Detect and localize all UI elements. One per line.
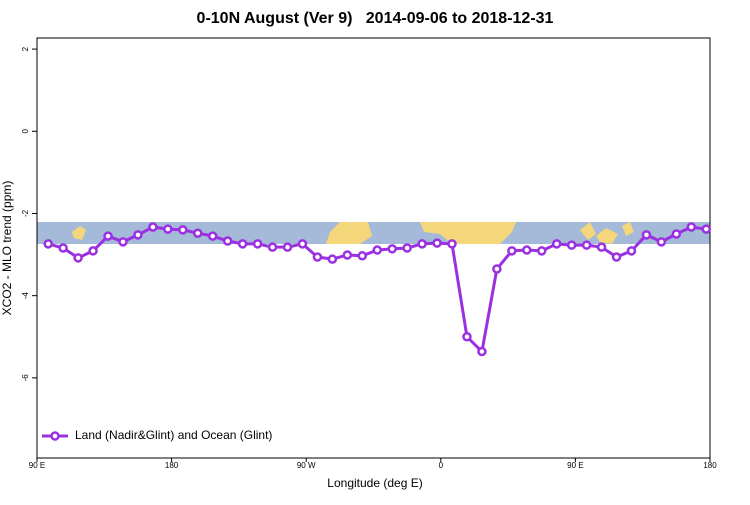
data-point [477, 346, 487, 357]
data-point [88, 246, 98, 256]
data-point [267, 242, 278, 252]
data-point [522, 245, 532, 255]
data-point [297, 239, 308, 249]
data-point [252, 239, 263, 249]
data-point [507, 246, 517, 256]
data-point [207, 231, 218, 241]
data-point [551, 239, 562, 249]
legend-label: Land (Nadir&Glint) and Ocean (Glint) [75, 428, 272, 442]
y-tick-label: -2 [21, 209, 30, 217]
data-point [492, 264, 502, 274]
x-tick-label: 90 E [29, 461, 45, 470]
legend-marker [50, 431, 60, 441]
data-point [686, 222, 697, 232]
data-point [178, 225, 188, 235]
x-tick-label: 180 [703, 461, 717, 470]
data-point [103, 231, 113, 241]
data-point [193, 228, 203, 238]
data-point [462, 332, 472, 342]
data-point [133, 230, 143, 240]
data-point [237, 239, 248, 249]
data-point [596, 242, 607, 252]
data-point [581, 240, 592, 250]
data-point [402, 243, 412, 253]
y-tick-label: -4 [21, 292, 30, 300]
y-tick-label: 2 [21, 46, 30, 51]
data-point [417, 239, 427, 249]
data-point [537, 246, 547, 256]
data-point [641, 230, 652, 240]
y-tick-label: 0 [21, 129, 30, 134]
data-point [73, 253, 83, 263]
data-point [282, 242, 293, 252]
data-point [43, 239, 53, 249]
data-point [566, 240, 577, 250]
data-point [447, 239, 457, 249]
y-axis-label: XCO2 - MLO trend (ppm) [0, 181, 14, 316]
data-point [163, 224, 173, 234]
x-tick-label: 90 E [567, 461, 583, 470]
map-band [37, 222, 710, 244]
x-tick-label: 90 W [297, 461, 316, 470]
data-point [327, 254, 338, 264]
data-point [342, 250, 353, 260]
y-tick-label: -6 [21, 374, 30, 382]
data-point [671, 229, 682, 239]
data-point [701, 224, 712, 234]
data-point [222, 236, 233, 246]
x-axis-label: Longitude (deg E) [327, 476, 422, 490]
data-point [312, 252, 323, 262]
x-tick-label: 0 [439, 461, 444, 470]
data-point [611, 252, 622, 262]
data-point [432, 238, 442, 248]
data-point [626, 246, 637, 256]
plot-frame [36, 37, 711, 459]
data-point [118, 237, 128, 247]
chart-title: 0-10N August (Ver 9) 2014-09-06 to 2018-… [197, 10, 554, 27]
data-point [372, 245, 382, 255]
data-point [387, 244, 397, 254]
data-point [656, 237, 667, 247]
x-tick-label: 180 [165, 461, 179, 470]
data-point [148, 222, 158, 232]
data-point [357, 251, 368, 261]
data-point [58, 243, 68, 253]
